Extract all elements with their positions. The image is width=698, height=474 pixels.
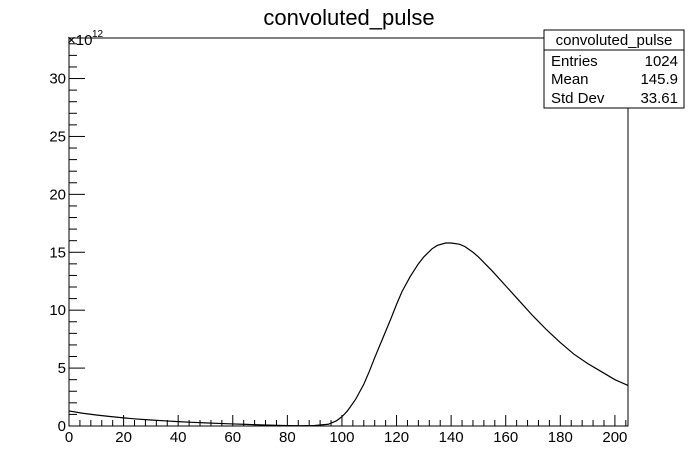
y-tick-label: 15: [49, 244, 66, 261]
x-tick-label: 20: [115, 429, 132, 446]
y-tick-label: 25: [49, 128, 66, 145]
x-tick-label: 160: [493, 429, 518, 446]
x-tick-label: 180: [548, 429, 573, 446]
y-scale-base: ×10: [67, 32, 92, 49]
stats-value-mean: 145.9: [640, 71, 678, 88]
y-tick-label: 5: [58, 360, 66, 377]
y-tick-label: 10: [49, 302, 66, 319]
axis-minor-ticks: [69, 43, 627, 426]
y-tick-labels: 0 5 10 15 20 25 30: [49, 71, 66, 435]
stats-value-stddev: 33.61: [640, 90, 678, 107]
stats-label-mean: Mean: [551, 71, 589, 88]
series-line: [68, 242, 629, 427]
stats-label-entries: Entries: [551, 53, 598, 70]
stats-value-entries: 1024: [645, 53, 678, 70]
x-tick-label: 0: [65, 429, 73, 446]
plot-frame: [68, 37, 629, 427]
stats-box: convoluted_pulse Entries 1024 Mean 145.9…: [543, 29, 685, 109]
y-tick-label: 30: [49, 71, 66, 88]
x-tick-label: 100: [329, 429, 354, 446]
y-tick-label: 0: [58, 418, 66, 435]
x-tick-labels: 0 20 40 60 80 100 120 140 160 180 200: [65, 429, 628, 446]
x-tick-label: 140: [439, 429, 464, 446]
stats-box-frame: [543, 29, 685, 109]
x-tick-label: 40: [170, 429, 187, 446]
x-tick-label: 200: [602, 429, 627, 446]
y-tick-label: 20: [49, 186, 66, 203]
stats-label-stddev: Std Dev: [551, 90, 605, 107]
axis-ticks: [68, 78, 616, 427]
x-tick-label: 60: [224, 429, 241, 446]
y-scale-exponent: 12: [92, 29, 104, 40]
x-tick-label: 120: [384, 429, 409, 446]
series-group: [68, 242, 629, 427]
chart-title: convoluted_pulse: [263, 5, 434, 30]
y-axis-scale-label: ×10 12: [67, 29, 104, 49]
stats-box-title: convoluted_pulse: [556, 32, 673, 49]
x-tick-label: 80: [279, 429, 296, 446]
